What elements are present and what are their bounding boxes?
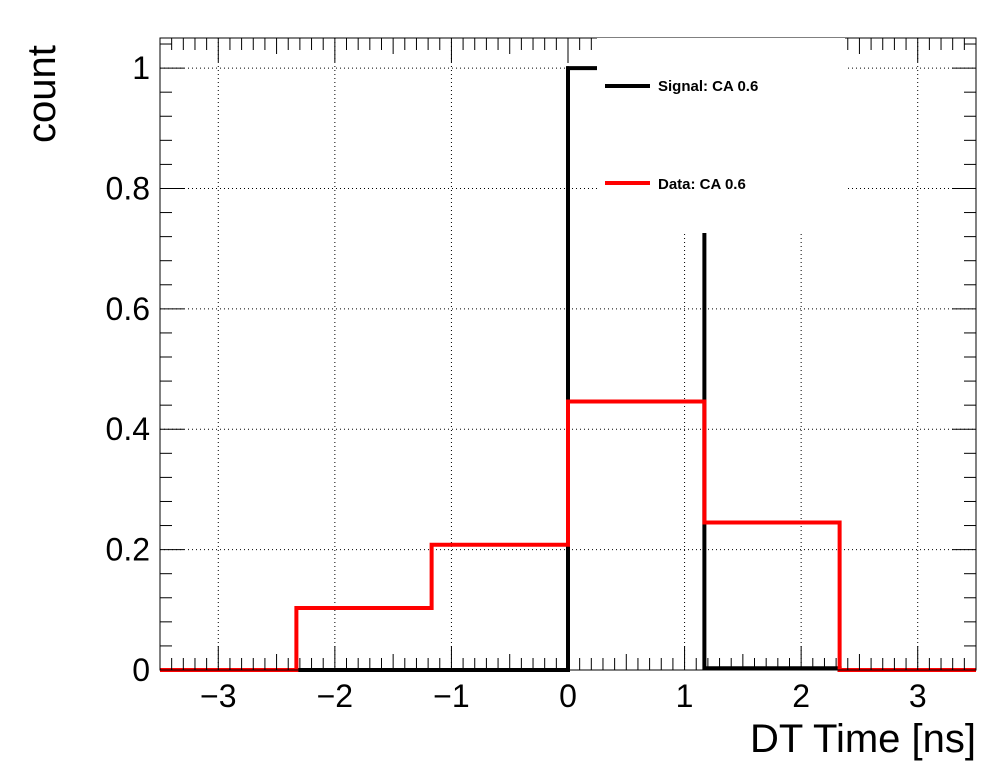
data-series-line — [160, 399, 976, 672]
y-tick-label: 0.8 — [106, 170, 150, 206]
y-tick-label: 0.4 — [106, 411, 150, 447]
x-axis-title: DT Time [ns] — [750, 717, 976, 761]
x-tick-label: −1 — [433, 678, 469, 714]
signal-series-line — [160, 66, 976, 672]
x-tick-label: 3 — [909, 678, 927, 714]
tick-marks — [159, 38, 977, 671]
x-tick-label: −2 — [317, 678, 353, 714]
x-tick-labels: −3 −2 −1 0 1 2 3 — [200, 678, 927, 714]
legend-label-signal: Signal: CA 0.6 — [658, 78, 758, 95]
legend-label-data: Data: CA 0.6 — [658, 176, 746, 193]
legend-box — [597, 38, 845, 233]
series-layer — [160, 66, 976, 672]
y-axis-title: count — [20, 45, 64, 143]
y-tick-label: 0 — [132, 652, 150, 688]
x-tick-label: 2 — [792, 678, 810, 714]
y-tick-label: 0.2 — [106, 532, 150, 568]
y-tick-labels: 0 0.2 0.4 0.6 0.8 1 — [106, 50, 150, 688]
y-tick-label: 0.6 — [106, 291, 150, 327]
x-tick-label: −3 — [200, 678, 236, 714]
y-tick-label: 1 — [132, 50, 150, 86]
x-tick-label: 0 — [559, 678, 577, 714]
legend: Signal: CA 0.6 Data: CA 0.6 — [597, 38, 845, 233]
x-tick-label: 1 — [676, 678, 694, 714]
